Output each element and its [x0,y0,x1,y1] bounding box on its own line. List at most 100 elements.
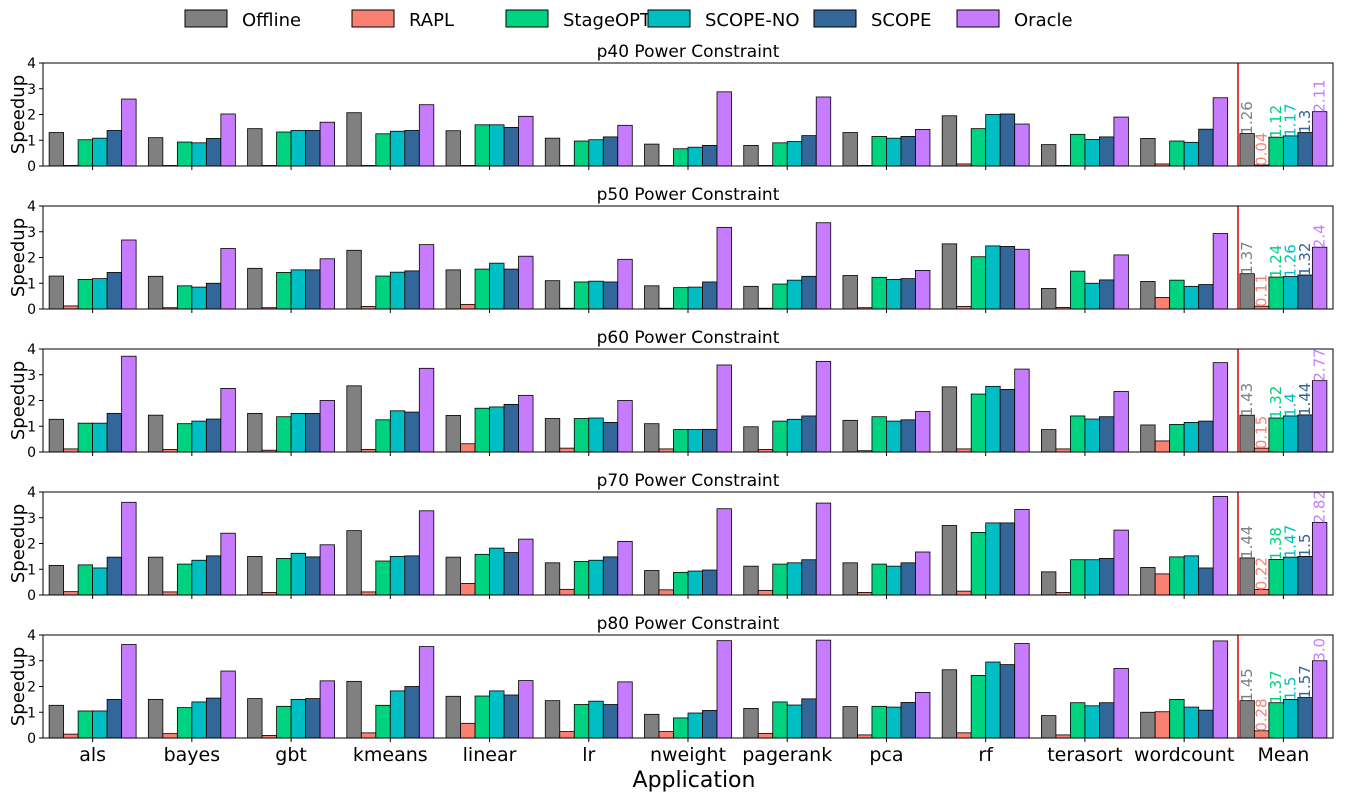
bar-stageopt-nweight [673,287,689,310]
mean-value-label: 1.26 [1282,244,1300,277]
bar-scope-nweight [702,144,718,167]
bar-oracle-lr [617,258,633,310]
bar-stageopt-wordcount [1169,698,1185,739]
bar-scope-no-gbt [290,130,306,167]
bar-stageopt-bayes [176,141,193,167]
bar-oracle-gbt [319,544,335,596]
bar-scope-Mean [1297,697,1313,739]
bar-stageopt-Mean [1268,136,1284,167]
bar-stageopt-gbt [276,272,292,310]
x-tick-label-lr: lr [582,744,595,766]
bar-rapl-bayes [162,733,178,739]
bar-stageopt-nweight [673,717,689,739]
bar-offline-kmeans [346,249,362,310]
bar-oracle-linear [518,538,534,596]
bar-offline-nweight [644,423,660,453]
bar-offline-pagerank [743,426,759,453]
bar-scope-no-terasort [1084,282,1100,310]
bar-stageopt-gbt [276,558,292,596]
bar-offline-pca [842,419,858,453]
bar-scope-no-gbt [290,412,306,453]
bar-scope-no-pca [886,565,902,596]
bar-rapl-wordcount [1154,573,1171,596]
bar-oracle-nweight [716,91,732,167]
bar-scope-nweight [702,428,718,453]
bar-scope-gbt [305,130,321,167]
x-tick-label-pagerank: pagerank [742,744,832,766]
legend-swatch-rapl [351,9,395,28]
bar-stageopt-als [77,564,94,596]
bar-scope-no-rf [985,661,1001,739]
bar-offline-linear [445,556,461,596]
bar-stageopt-pca [871,705,887,739]
bar-stageopt-rf [970,393,987,453]
bar-scope-no-rf [985,114,1001,167]
bar-scope-nweight [702,710,718,739]
bar-oracle-bayes [220,248,236,310]
bar-stageopt-linear [474,124,490,167]
bar-stageopt-lr [573,704,590,739]
bar-offline-gbt [247,698,263,739]
bar-scope-no-wordcount [1183,285,1200,310]
bar-offline-terasort [1041,571,1057,596]
bar-scope-pca [900,562,916,596]
bar-scope-no-pagerank [786,141,803,167]
bar-offline-gbt [247,412,263,453]
bar-stageopt-nweight [673,148,689,167]
x-tick-label-mean: Mean [1257,744,1309,766]
bar-scope-Mean [1297,132,1313,167]
bar-scope-no-pagerank [786,279,803,310]
bar-scope-wordcount [1198,567,1214,596]
bar-oracle-kmeans [418,244,435,310]
bar-offline-kmeans [346,680,362,739]
bar-scope-no-pca [886,278,902,310]
panel-title: p70 Power Constraint [597,471,780,491]
bar-rapl-pagerank [757,732,774,739]
bar-scope-no-pca [886,706,902,739]
bar-oracle-lr [617,400,633,453]
bar-stageopt-pagerank [772,701,788,739]
mean-value-label: 1.17 [1282,103,1300,136]
bar-scope-wordcount [1198,128,1214,167]
bar-scope-pagerank [801,698,817,739]
bar-offline-bayes [147,556,164,596]
bar-stageopt-Mean [1268,702,1284,739]
bar-oracle-terasort [1113,529,1129,596]
bar-stageopt-bayes [176,563,193,596]
bar-stageopt-linear [474,268,490,310]
bar-scope-rf [999,113,1016,167]
bar-offline-linear [445,695,461,739]
bar-oracle-rf [1014,643,1030,739]
bar-oracle-wordcount [1212,97,1229,167]
bar-stageopt-bayes [176,285,193,310]
bar-scope-bayes [205,697,222,739]
bar-offline-terasort [1041,429,1057,453]
bar-stageopt-pca [871,276,887,310]
bar-stageopt-gbt [276,416,292,453]
bar-offline-wordcount [1140,281,1156,310]
bar-offline-gbt [247,128,263,167]
bar-stageopt-rf [970,532,987,596]
x-tick-label-linear: linear [463,744,517,766]
bar-offline-als [48,704,65,739]
bar-rapl-linear [460,722,476,739]
bar-oracle-gbt [319,258,335,310]
bar-oracle-terasort [1113,391,1129,453]
bar-scope-linear [503,403,519,453]
bar-rapl-rf [956,732,972,739]
y-tick-label: 4 [27,342,36,358]
bar-oracle-kmeans [418,104,435,167]
bar-scope-no-als [92,567,108,596]
legend-label-offline: Offline [242,10,301,31]
panel-title: p80 Power Constraint [597,614,780,634]
panel-title: p50 Power Constraint [597,185,780,205]
mean-value-label: 1.32 [1296,243,1314,276]
bar-scope-no-bayes [191,142,207,167]
bar-offline-kmeans [346,530,362,596]
bar-rapl-als [63,733,79,739]
bar-oracle-als [121,98,137,167]
bar-stageopt-nweight [673,429,689,453]
bar-scope-gbt [305,269,321,310]
